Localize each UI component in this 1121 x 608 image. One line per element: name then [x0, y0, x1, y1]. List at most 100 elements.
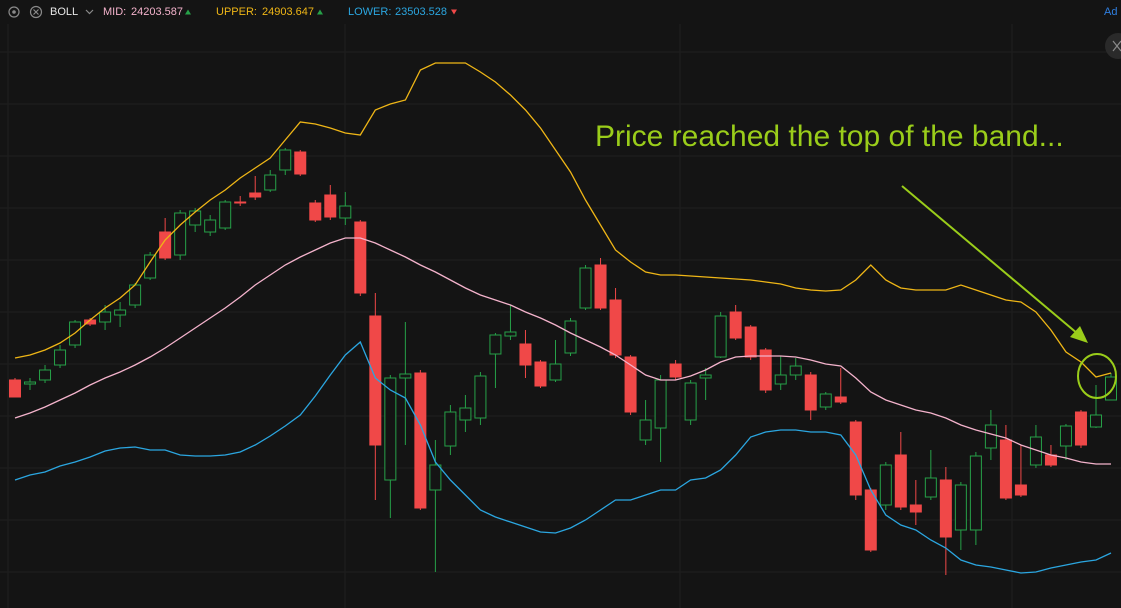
legend-label: MID: — [103, 6, 126, 18]
candle-body — [504, 331, 517, 337]
candle-body — [1059, 425, 1072, 447]
candle-body — [324, 194, 337, 218]
up-arrow — [185, 9, 191, 15]
candle-body — [969, 455, 982, 531]
candle-body — [414, 372, 427, 509]
side-button[interactable] — [1105, 33, 1121, 59]
candle-body — [819, 393, 832, 408]
candle-body — [834, 396, 847, 403]
header: BOLL MID: 24203.587 UPPER: 24903.647 LOW… — [8, 5, 1117, 19]
candle-body — [174, 212, 187, 256]
candle-body — [1014, 484, 1027, 496]
candle-body — [204, 219, 217, 233]
candle-body — [924, 477, 937, 498]
candle-body — [219, 201, 232, 229]
candle-body — [114, 309, 127, 316]
candle-body — [1074, 411, 1087, 446]
candle-body — [684, 382, 697, 421]
candle-body — [624, 356, 637, 413]
candle-body — [759, 349, 772, 391]
candle-body — [99, 311, 112, 323]
candle-body — [669, 363, 682, 378]
settings-icon[interactable] — [8, 6, 20, 18]
candle-body — [39, 369, 52, 381]
candle-body — [234, 201, 247, 204]
legend-value: 23503.528 — [395, 6, 447, 18]
annotation: Price reached the top of the band... — [595, 120, 1117, 399]
annotation-arrow — [901, 185, 1079, 335]
candle-body — [594, 264, 607, 309]
candle-body — [279, 149, 292, 171]
down-arrow — [451, 9, 457, 15]
legend-value: 24903.647 — [262, 6, 314, 18]
candle-body — [714, 315, 727, 358]
candle-body — [474, 375, 487, 419]
dropdown-caret[interactable] — [85, 9, 94, 15]
candle-body — [639, 419, 652, 441]
candle-body — [444, 411, 457, 447]
settings-icon-dot — [12, 10, 16, 14]
annotation-circle — [1077, 353, 1117, 399]
close-icon[interactable] — [29, 5, 43, 19]
annotation-text: Price reached the top of the band... — [595, 120, 1064, 153]
candle-body — [354, 221, 367, 294]
candle-body — [249, 192, 262, 198]
candle-body — [294, 151, 307, 175]
candle-body — [489, 334, 502, 355]
candle-body — [339, 205, 352, 219]
side-button-icon — [1112, 40, 1121, 52]
candle-body — [1089, 414, 1102, 428]
band-line — [14, 237, 1111, 465]
candle-body — [159, 231, 172, 259]
band-line — [14, 62, 1112, 378]
candle-body — [144, 254, 157, 279]
candle-body — [909, 504, 922, 513]
candle-body — [984, 424, 997, 449]
legend-label: UPPER: — [216, 6, 257, 18]
indicator-name[interactable]: BOLL — [50, 6, 78, 18]
candle-body — [654, 379, 667, 429]
candle-body — [309, 202, 322, 221]
candle-body — [789, 365, 802, 376]
band-line — [14, 340, 1112, 574]
plot — [9, 62, 1117, 575]
up-arrow — [317, 9, 323, 15]
candle-body — [999, 439, 1012, 499]
candle-body — [534, 361, 547, 387]
candle-body — [459, 407, 472, 421]
close-icon-cross — [33, 9, 39, 15]
candle-body — [849, 421, 862, 496]
candle-body — [9, 379, 21, 398]
candle-body — [399, 373, 412, 379]
candle-body — [729, 311, 742, 339]
candle-body — [894, 454, 907, 508]
candle-body — [264, 174, 277, 191]
candle-body — [879, 464, 892, 506]
candle-body — [954, 484, 967, 531]
candle-body — [519, 343, 532, 366]
candle-body — [774, 374, 787, 385]
candle-body — [744, 326, 757, 358]
add-button[interactable]: Ad — [1104, 6, 1117, 18]
candle-body — [939, 479, 952, 538]
candle-body — [1105, 376, 1117, 401]
candle-body — [189, 210, 202, 226]
candle-body — [864, 489, 877, 551]
candle-body — [429, 464, 442, 491]
candle-body — [609, 299, 622, 356]
grid — [0, 24, 1121, 608]
candle-body — [1044, 454, 1057, 466]
candle-body — [564, 320, 577, 354]
candle-body — [549, 363, 562, 381]
candle-body — [1029, 436, 1042, 466]
candle-body — [579, 267, 592, 309]
annotation-arrowhead — [1070, 326, 1088, 343]
candle-body — [384, 377, 397, 481]
legend-label: LOWER: — [348, 6, 391, 18]
candle-body — [804, 374, 817, 411]
candle-body — [699, 374, 712, 379]
legend-value: 24203.587 — [131, 6, 183, 18]
candle-body — [369, 315, 382, 446]
